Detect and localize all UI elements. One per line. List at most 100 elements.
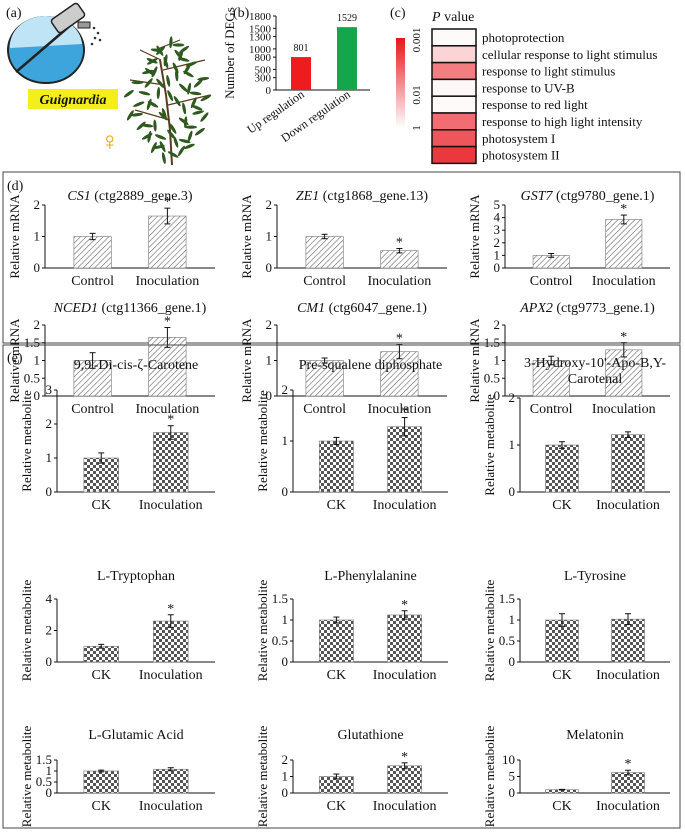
chart-title: L-Phenylalanine — [324, 569, 417, 584]
bar — [388, 766, 422, 793]
y-axis-title: Relative metabolite — [482, 394, 497, 496]
significance-star: * — [167, 602, 174, 617]
significance-star: * — [167, 413, 174, 428]
heatmap-cell — [432, 29, 476, 46]
y-tick-label: 1 — [266, 353, 273, 368]
panel-b: (b) 03005008001000130015001800801Up regu… — [222, 6, 370, 145]
y-tick-label: 1 — [282, 612, 289, 627]
chart-title: 3-Hydroxy-10'-Apo-B,Y- — [524, 356, 666, 371]
chart-title: Melatonin — [566, 728, 624, 743]
y-axis-title: Relative metabolite — [255, 580, 270, 682]
x-tick-label: CK — [552, 668, 571, 683]
chart-title: 9,9'-Di-cis-ζ-Carotene — [74, 358, 199, 373]
bar — [388, 427, 422, 492]
chart-title: GST7 (ctg9780_gene.1) — [521, 189, 655, 204]
significance-star: * — [164, 195, 171, 210]
y-axis-title: Relative mRNA — [467, 318, 482, 403]
plant-leaf — [123, 89, 135, 99]
plant-leaf — [169, 36, 173, 48]
p-scale-label: 1 — [411, 125, 423, 131]
y-tick-label: 0 — [34, 388, 41, 403]
p-scale-label: 0.001 — [411, 28, 423, 53]
plant-leaf — [185, 126, 197, 129]
chart-title: L-Tryptophan — [97, 569, 175, 584]
y-tick-label: 1 — [494, 353, 501, 368]
y-tick-label: 0 — [509, 654, 516, 669]
heatmap-term: photosystem II — [482, 148, 560, 163]
chart-title-line2: Carotenal — [568, 372, 623, 387]
plant-leaf — [133, 100, 145, 107]
heatmap-cell — [432, 147, 476, 164]
y-axis-title: Relative metabolite — [19, 726, 34, 828]
y-tick-label: 2 — [266, 197, 273, 212]
y-tick-label: 2 — [266, 317, 273, 332]
heatmap-cell — [432, 96, 476, 113]
plant-icon — [123, 36, 212, 165]
heatmap-term: response to red light — [482, 97, 588, 112]
y-tick-label: 0 — [282, 484, 289, 499]
bar — [306, 237, 343, 269]
plant-leaf — [183, 143, 195, 150]
y-tick-label: 10 — [502, 752, 515, 767]
plant-leaf — [165, 75, 170, 87]
y-axis-title: Relative metabolite — [482, 580, 497, 682]
bar — [612, 773, 645, 793]
y-axis-title: Relative metabolite — [19, 390, 34, 492]
plant-leaf — [156, 87, 160, 99]
plant-leaf — [154, 133, 166, 140]
x-tick-label: Inoculation — [139, 498, 203, 513]
chart-title: L-Glutamic Acid — [88, 728, 183, 743]
y-tick-label: 0 — [282, 785, 289, 800]
panel-e: (e) 9,9'-Di-cis-ζ-Carotene0123CK*Inocula… — [3, 345, 680, 828]
gene-name: ZE1 — [296, 189, 319, 204]
chart-title: NCED1 (ctg11366_gene.1) — [53, 301, 207, 316]
plant-leaf — [197, 76, 209, 81]
chart-title: CM1 (ctg6047_gene.1) — [297, 301, 427, 316]
plant-leaf — [178, 116, 190, 126]
panel-a-label: (a) — [6, 6, 22, 21]
chart-title: APX2 (ctg9773_gene.1) — [519, 301, 655, 316]
x-tick-label: CK — [92, 799, 111, 814]
x-tick-label: Inoculation — [139, 799, 203, 814]
x-tick-label: CK — [552, 799, 571, 814]
heatmap-term: photosystem I — [482, 131, 555, 146]
gene-id: (ctg11366_gene.1) — [98, 301, 207, 316]
y-axis-title: Relative mRNA — [7, 194, 22, 279]
p-value-rest: value — [441, 10, 475, 25]
y-tick-label: 2 — [282, 752, 289, 767]
x-tick-label: Inoculation — [139, 668, 203, 683]
x-tick-label: Inoculation — [368, 402, 432, 417]
go-heatmap: 0.0010.011photoprotectioncellular respon… — [396, 28, 657, 164]
p-value-italic: P — [431, 10, 441, 25]
plant-leaf — [138, 90, 150, 96]
bar — [153, 433, 188, 493]
x-tick-label: Inoculation — [592, 402, 656, 417]
plant-leaf — [181, 102, 186, 114]
y-axis-title: Relative mRNA — [239, 194, 254, 279]
panel-e-label: (e) — [7, 351, 23, 366]
y-tick-label: 2 — [509, 390, 516, 405]
metabolite-chart: L-Glutamic Acid00.511.5CK InoculationRela… — [19, 726, 215, 828]
x-tick-label: CK — [327, 498, 346, 513]
gene-name: NCED1 — [53, 301, 98, 316]
y-tick-label: 0.5 — [24, 370, 40, 385]
y-tick-label: 1 — [282, 433, 289, 448]
gene-name: GST7 — [521, 189, 554, 204]
y-tick-label: 0 — [266, 85, 272, 97]
bar — [606, 219, 642, 268]
y-axis-title: Relative metabolite — [255, 390, 270, 492]
y-tick-label: 0 — [34, 260, 41, 275]
x-tick-label: CK — [327, 799, 346, 814]
spray-bottle-icon — [8, 2, 101, 83]
panel-a: (a) Guignardia ♀ — [6, 2, 212, 165]
x-tick-label: Inoculation — [373, 498, 437, 513]
bar-value-label: 1529 — [337, 13, 357, 24]
y-axis-title: Relative mRNA — [467, 194, 482, 279]
gene-name: CM1 — [297, 301, 325, 316]
deg-bar-chart: 03005008001000130015001800801Up regulati… — [222, 7, 370, 145]
y-tick-label: 0 — [46, 484, 53, 499]
x-tick-label: Control — [530, 274, 573, 289]
x-tick-label: Inoculation — [373, 668, 437, 683]
p-colorbar — [396, 38, 405, 128]
y-axis-title: Relative mRNA — [239, 318, 254, 403]
